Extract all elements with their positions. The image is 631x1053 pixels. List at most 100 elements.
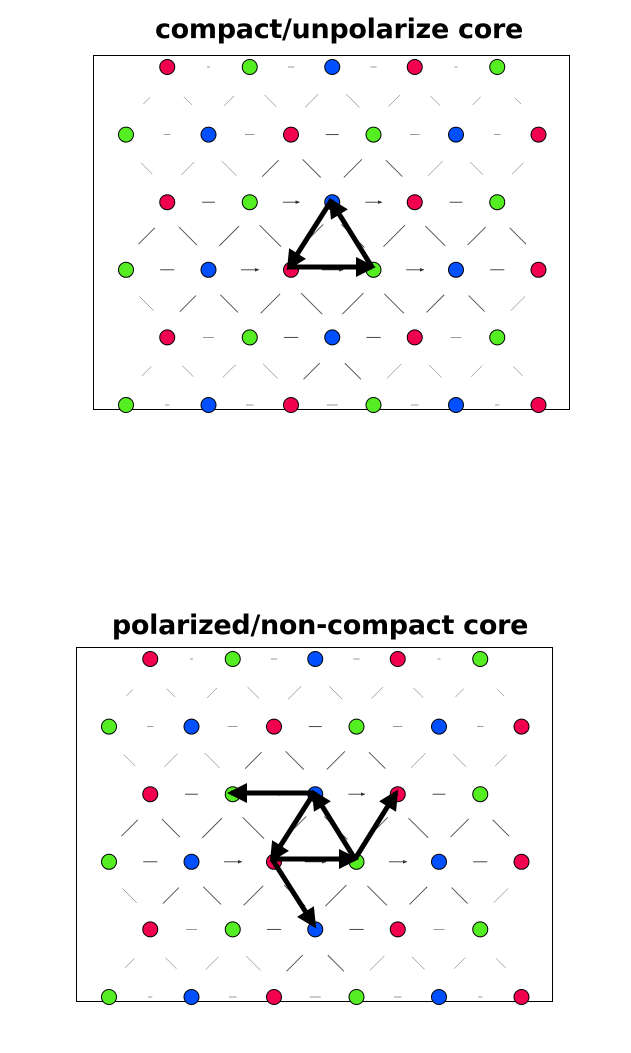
- core-arrow: [328, 197, 375, 269]
- field-tick: [165, 957, 177, 969]
- field-tick: [384, 293, 405, 314]
- field-tick: [325, 884, 347, 907]
- field-tick: [346, 94, 360, 108]
- field-tick: [513, 366, 523, 377]
- field-tick: [472, 96, 481, 106]
- site-red: [406, 194, 423, 211]
- field-tick: [409, 886, 428, 905]
- field-tick: [179, 295, 197, 312]
- site-green: [241, 59, 258, 75]
- site-red: [406, 329, 423, 346]
- field-tick: [427, 160, 443, 176]
- site-red: [283, 397, 299, 413]
- field-tick: [383, 224, 406, 248]
- plot-frame: [93, 55, 570, 410]
- field-tick: [161, 818, 181, 838]
- field-tick: [368, 751, 386, 769]
- field-tick: [221, 160, 237, 176]
- site-red: [406, 59, 423, 75]
- field-tick: [245, 955, 261, 971]
- site-green: [118, 397, 134, 413]
- field-tick: [451, 887, 468, 904]
- site-green: [224, 921, 241, 938]
- site-green: [118, 126, 134, 143]
- site-red: [159, 194, 176, 211]
- field-tick: [509, 227, 527, 245]
- field-tick: [224, 95, 235, 106]
- field-tick: [303, 362, 321, 380]
- field-tick: [410, 752, 426, 768]
- site-blue: [183, 989, 200, 1005]
- site-green: [365, 397, 382, 413]
- field-tick: [468, 295, 485, 312]
- site-blue: [431, 989, 447, 1005]
- field-tick: [496, 958, 506, 969]
- field-tick: [300, 292, 323, 315]
- site-red: [513, 989, 530, 1005]
- field-tick: [260, 293, 281, 314]
- site-red: [266, 718, 282, 735]
- field-tick: [512, 162, 524, 175]
- field-tick: [470, 365, 483, 377]
- field-tick: [261, 159, 279, 177]
- site-blue: [324, 329, 341, 346]
- site-red: [283, 126, 299, 143]
- field-tick: [428, 364, 442, 378]
- field-tick: [388, 94, 401, 107]
- field-tick: [287, 685, 302, 700]
- site-green: [101, 718, 117, 735]
- field-tick: [143, 97, 151, 105]
- field-tick: [138, 227, 156, 245]
- site-blue: [448, 261, 464, 278]
- site-red: [142, 786, 159, 803]
- site-green: [101, 853, 117, 870]
- field-tick: [182, 365, 194, 377]
- field-tick: [369, 955, 385, 971]
- site-blue: [307, 651, 324, 667]
- field-tick: [426, 294, 445, 313]
- panel-title-bottom: polarized/non-compact core: [111, 610, 529, 641]
- field-tick: [205, 956, 219, 970]
- site-blue: [200, 397, 217, 413]
- field-tick: [304, 93, 319, 108]
- field-tick: [493, 888, 509, 903]
- site-red: [389, 921, 406, 938]
- field-tick: [386, 363, 402, 379]
- field-tick: [264, 94, 277, 107]
- site-red: [159, 329, 176, 346]
- field-tick: [126, 689, 134, 697]
- field-ticks: [138, 66, 527, 406]
- field-tick: [259, 224, 282, 248]
- site-red: [389, 651, 406, 667]
- site-blue: [200, 126, 217, 143]
- field-tick: [242, 816, 265, 840]
- core-arrow: [269, 791, 317, 863]
- field-tick: [285, 750, 305, 770]
- site-green: [472, 651, 489, 667]
- field-tick: [247, 686, 260, 699]
- lattice-sites: [118, 59, 547, 413]
- site-green: [489, 59, 506, 75]
- site-green: [224, 651, 241, 667]
- field-tick: [164, 753, 178, 768]
- field-tick: [178, 226, 198, 246]
- field-tick: [122, 888, 137, 903]
- field-tick: [202, 886, 222, 905]
- lattice-sites: [101, 651, 530, 1005]
- site-red: [142, 651, 159, 667]
- field-tick: [219, 294, 239, 313]
- field-tick: [218, 225, 240, 247]
- core-arrow: [269, 857, 317, 929]
- site-green: [472, 786, 489, 803]
- field-tick: [162, 887, 180, 904]
- field-tick: [326, 751, 346, 770]
- site-red: [530, 126, 547, 143]
- site-green: [241, 329, 258, 346]
- field-tick: [467, 226, 486, 246]
- field-tick: [492, 819, 510, 837]
- field-tick: [411, 956, 425, 970]
- field-tick: [286, 954, 304, 972]
- lattice-plot-top: [93, 55, 570, 413]
- site-red: [530, 397, 547, 413]
- field-tick: [201, 817, 223, 839]
